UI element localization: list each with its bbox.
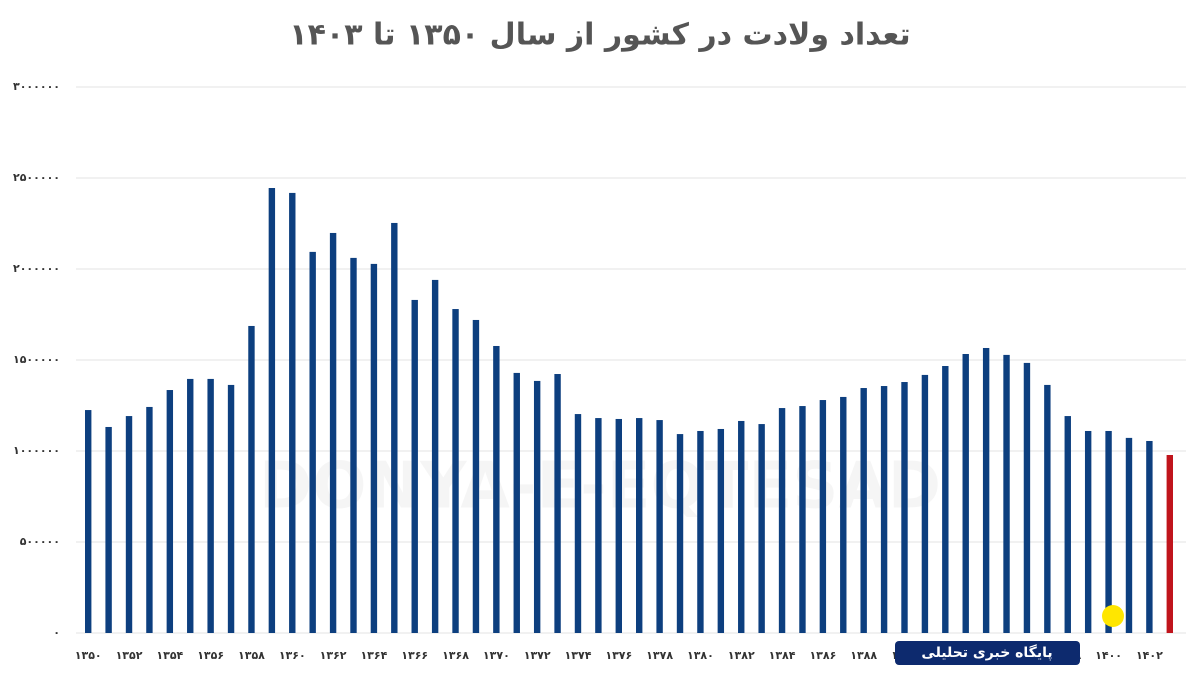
logo: پایگاه خبری تحلیلی bbox=[895, 605, 1124, 665]
x-tick-label: ۱۳۸۴ bbox=[769, 649, 796, 662]
bar bbox=[697, 430, 704, 633]
x-tick-label: ۱۳۶۲ bbox=[320, 649, 347, 662]
bar bbox=[1105, 430, 1112, 633]
logo-dot bbox=[1102, 605, 1124, 627]
bar bbox=[636, 418, 643, 633]
x-tick-label: ۱۳۷۶ bbox=[605, 649, 632, 662]
bar bbox=[289, 192, 296, 633]
y-tick-label: ۲۰۰۰۰۰۰ bbox=[13, 262, 60, 275]
bar bbox=[778, 408, 786, 633]
bar bbox=[85, 410, 92, 633]
bar bbox=[1023, 362, 1031, 633]
bar bbox=[554, 374, 561, 633]
bar bbox=[146, 406, 153, 633]
bar bbox=[411, 299, 418, 633]
bar bbox=[962, 353, 969, 633]
bar bbox=[533, 380, 541, 633]
chart-title: تعداد ولادت در کشور از سال ۱۳۵۰ تا ۱۴۰۳ bbox=[289, 18, 910, 53]
bar bbox=[615, 418, 622, 633]
bar bbox=[676, 434, 684, 633]
x-tick-label: ۱۳۸۸ bbox=[850, 649, 877, 662]
x-tick-label: ۱۳۶۰ bbox=[279, 649, 306, 662]
bar bbox=[1166, 455, 1173, 633]
bar bbox=[105, 426, 112, 633]
bar bbox=[738, 420, 745, 633]
bar bbox=[574, 414, 582, 633]
x-tick-label: ۱۳۶۶ bbox=[401, 649, 428, 662]
y-tick-label: ۰ bbox=[53, 626, 60, 639]
bar bbox=[1044, 384, 1051, 633]
x-tick-label: ۱۳۸۶ bbox=[809, 649, 836, 662]
bar bbox=[1146, 440, 1153, 633]
bar bbox=[1125, 437, 1133, 633]
bar bbox=[268, 188, 276, 633]
bar bbox=[901, 382, 908, 633]
x-tick-label: ۱۳۷۲ bbox=[524, 649, 551, 662]
x-tick-label: ۱۳۷۰ bbox=[483, 649, 510, 662]
x-tick-label: ۱۳۵۴ bbox=[156, 649, 183, 662]
bar bbox=[595, 418, 602, 633]
bar bbox=[370, 263, 378, 633]
bar bbox=[942, 366, 949, 633]
logo-band bbox=[895, 641, 1080, 665]
bar bbox=[1003, 354, 1010, 633]
bar bbox=[513, 372, 520, 633]
bar bbox=[350, 257, 357, 633]
bar bbox=[840, 396, 847, 633]
x-tick-label: ۱۳۵۶ bbox=[197, 649, 224, 662]
bar bbox=[921, 374, 929, 633]
bar bbox=[860, 388, 867, 633]
x-tick-label: ۱۳۸۲ bbox=[728, 649, 755, 662]
y-tick-label: ۱۵۰۰۰۰۰ bbox=[13, 353, 60, 366]
bar bbox=[166, 390, 174, 633]
x-tick-label: ۱۳۶۴ bbox=[360, 649, 387, 662]
x-tick-label: ۱۴۰۰ bbox=[1095, 649, 1122, 662]
x-tick-label: ۱۳۷۸ bbox=[646, 649, 673, 662]
x-tick-label: ۱۳۶۸ bbox=[442, 649, 469, 662]
y-tick-label: ۱۰۰۰۰۰۰ bbox=[13, 444, 60, 457]
bar bbox=[717, 428, 725, 633]
bar bbox=[758, 424, 765, 633]
bar bbox=[1084, 430, 1092, 633]
bar bbox=[799, 406, 806, 633]
x-tick-label: ۱۳۸۰ bbox=[687, 649, 714, 662]
x-tick-label: ۱۳۵۲ bbox=[116, 649, 143, 662]
bar bbox=[187, 378, 194, 633]
x-tick-label: ۱۳۵۰ bbox=[75, 649, 102, 662]
bar bbox=[452, 309, 459, 633]
bar bbox=[472, 319, 480, 633]
bar bbox=[819, 400, 827, 633]
x-tick-label: ۱۴۰۲ bbox=[1136, 649, 1163, 662]
bar bbox=[493, 345, 500, 633]
x-tick-label: ۱۳۵۸ bbox=[238, 649, 265, 662]
y-tick-label: ۲۵۰۰۰۰۰ bbox=[13, 171, 60, 184]
x-tick-label: ۱۳۷۴ bbox=[565, 649, 592, 662]
bar bbox=[248, 325, 255, 633]
bar bbox=[329, 232, 337, 634]
bar bbox=[1064, 416, 1071, 633]
bar bbox=[880, 386, 888, 633]
y-tick-label: ۳۰۰۰۰۰۰ bbox=[13, 80, 60, 93]
bar bbox=[309, 251, 316, 633]
logo-text: پایگاه خبری تحلیلی bbox=[921, 644, 1052, 661]
bar bbox=[656, 420, 663, 633]
bar bbox=[207, 378, 214, 633]
bar bbox=[982, 347, 990, 633]
bar bbox=[391, 222, 398, 634]
bar bbox=[125, 416, 133, 633]
bar bbox=[227, 384, 235, 633]
y-tick-label: ۵۰۰۰۰۰ bbox=[20, 535, 60, 548]
bar bbox=[431, 279, 439, 633]
